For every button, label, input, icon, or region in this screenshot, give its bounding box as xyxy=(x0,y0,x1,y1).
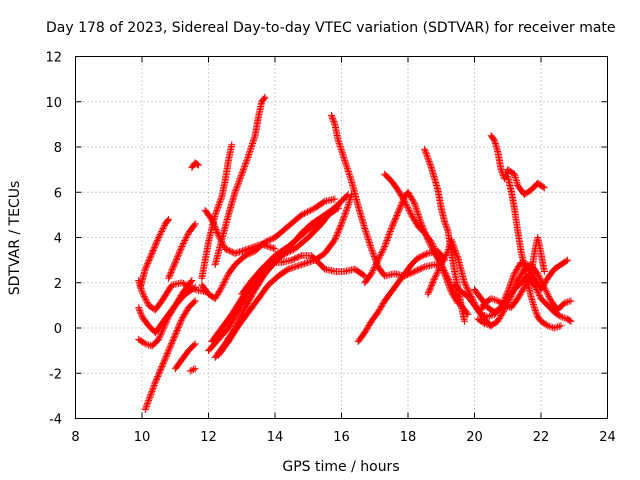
series-track-4 xyxy=(165,220,199,282)
series-track-7 xyxy=(171,340,199,373)
x-tick-label: 22 xyxy=(533,430,550,445)
x-tick-labels: 8 10 12 14 16 18 20 22 24 xyxy=(71,430,615,445)
y-tick-label: -2 xyxy=(49,367,62,382)
x-tick-label: 12 xyxy=(200,430,217,445)
series-track-30 xyxy=(504,172,565,332)
data-marks xyxy=(474,261,575,330)
y-tick-labels: -4 -2 0 2 4 6 8 10 12 xyxy=(45,51,62,428)
data-marks xyxy=(188,159,203,171)
data-marks xyxy=(141,297,199,413)
data-marks xyxy=(198,247,259,303)
data-marks xyxy=(381,170,462,307)
data-marks xyxy=(251,195,339,255)
y-tick-label: -4 xyxy=(49,413,62,428)
y-tick-label: 4 xyxy=(54,232,62,247)
data-marks xyxy=(354,247,449,346)
series-track-10 xyxy=(198,247,259,303)
data-marks xyxy=(487,132,548,199)
series-track-12 xyxy=(201,206,279,257)
x-tick-label: 10 xyxy=(134,430,151,445)
y-tick-label: 6 xyxy=(54,186,62,201)
series-track-20 xyxy=(328,111,445,280)
series-track-8 xyxy=(186,365,199,375)
y-tick-label: 8 xyxy=(54,141,62,156)
x-tick-label: 8 xyxy=(71,430,79,445)
series-track-13 xyxy=(211,93,269,269)
y-axis-label: SDTVAR / TECUs xyxy=(7,181,23,296)
x-axis-label: GPS time / hours xyxy=(282,459,399,475)
series-track-29 xyxy=(487,132,548,199)
y-tick-label: 10 xyxy=(45,96,62,111)
data-marks xyxy=(171,340,199,373)
data-marks xyxy=(214,191,355,359)
series-track-18 xyxy=(238,252,369,298)
series-track-9 xyxy=(188,159,203,171)
series-track-2 xyxy=(136,215,173,291)
data-marks xyxy=(477,234,548,314)
data-marks xyxy=(504,172,565,332)
data-marks xyxy=(238,252,369,298)
data-marks xyxy=(165,220,199,282)
x-tick-label: 24 xyxy=(599,430,616,445)
series-track-23 xyxy=(381,170,462,307)
y-tick-label: 0 xyxy=(54,322,62,337)
data-marks xyxy=(201,206,279,257)
y-tick-label: 2 xyxy=(54,277,62,292)
chart-title: Day 178 of 2023, Sidereal Day-to-day VTE… xyxy=(46,20,616,36)
x-tick-label: 14 xyxy=(267,430,284,445)
x-tick-label: 16 xyxy=(333,430,350,445)
series-track-27 xyxy=(474,261,575,330)
data-marks xyxy=(135,283,199,350)
series-track-17 xyxy=(214,191,355,359)
x-tick-label: 20 xyxy=(466,430,483,445)
series-track-6 xyxy=(141,297,199,413)
data-marks xyxy=(211,93,269,269)
y-tick-label: 12 xyxy=(45,51,62,66)
series-track-21 xyxy=(354,247,449,346)
axis-ticks xyxy=(75,56,608,419)
data-marks xyxy=(136,215,173,291)
data-marks xyxy=(328,111,445,280)
series-track-19 xyxy=(251,195,339,255)
series-track-5 xyxy=(135,283,199,350)
data-marks xyxy=(186,365,199,375)
series-track-31 xyxy=(477,234,548,314)
x-tick-label: 18 xyxy=(400,430,417,445)
data-points xyxy=(135,93,575,413)
